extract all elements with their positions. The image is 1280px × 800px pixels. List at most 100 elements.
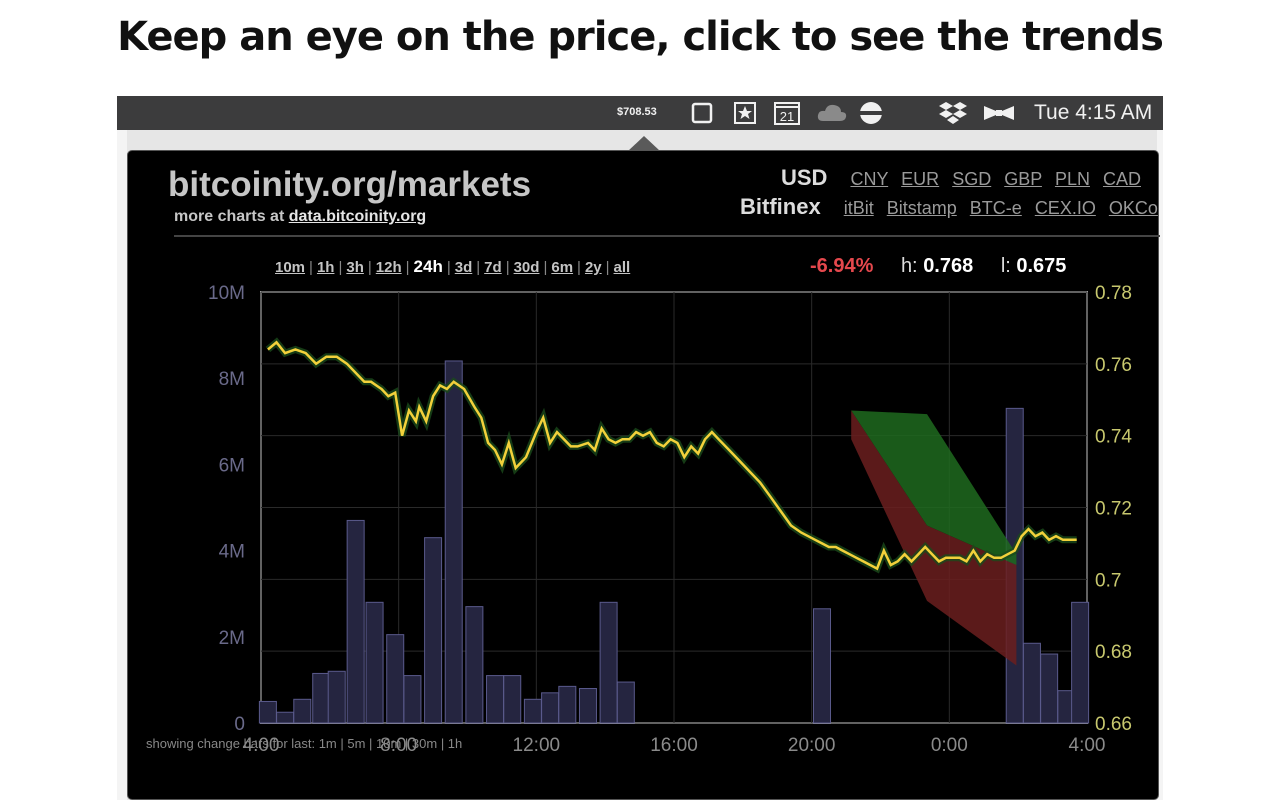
currency-option-eur[interactable]: EUR [901,169,940,189]
background-window-left-edge [117,130,127,800]
currency-option-sgd[interactable]: SGD [952,169,992,189]
volume-bar [1040,653,1059,724]
y-right-tick-label: 0.66 [1095,714,1132,735]
headline: Keep an eye on the price, click to see t… [117,14,1164,60]
volume-bar [365,601,384,724]
volume-bar [444,360,463,724]
y-left-tick-label: 10M [208,283,245,304]
volume-bar [616,681,635,724]
volume-bar [327,670,346,724]
bookmark-star-icon[interactable] [732,101,758,125]
low-value: 0.675 [1016,255,1067,277]
y-left-tick-label: 2M [219,628,245,649]
y-left-tick-label: 0 [234,714,245,735]
volume-bar [293,698,312,724]
active-exchange: Bitfinex [740,194,821,219]
high-label: h: [900,255,918,277]
low-label: l: [1000,255,1011,277]
volume-bar [599,601,618,724]
period-24h[interactable]: 24h [413,257,443,276]
trend-down-band [851,410,1017,666]
volume-bar [486,675,505,724]
x-tick-label: 4:00 [1069,735,1106,756]
menu-bar: $708.53 21 Tue 4:15 AM [117,96,1163,130]
popup-caret [628,136,660,151]
more-charts-prefix: more charts at [174,208,285,225]
x-tick-label: 16:00 [650,735,698,756]
calendar-icon[interactable]: 21 [774,101,800,125]
currency-option-cny[interactable]: CNY [850,169,889,189]
period-3h[interactable]: 3h [346,259,364,276]
volume-bar [386,634,405,724]
volume-bar [1071,601,1090,724]
period-all[interactable]: all [613,259,631,276]
window-icon[interactable] [690,101,714,125]
currency-option-gbp[interactable]: GBP [1004,169,1042,189]
svg-text:21: 21 [780,109,794,124]
y-left-tick-label: 8M [219,369,245,390]
more-charts-line: more charts at data.bitcoinity.org [174,208,426,226]
background-window-right-edge [1157,130,1163,800]
x-tick-label: 12:00 [513,735,561,756]
volume-bar [503,675,522,724]
dropbox-icon[interactable] [939,101,967,125]
period-2y[interactable]: 2y [584,259,602,276]
period-30d[interactable]: 30d [513,259,540,276]
period-10m[interactable]: 10m [275,259,306,276]
change-bars-selector[interactable]: showing change bars for last: 1m | 5m | … [146,736,463,751]
bowtie-icon[interactable] [983,101,1015,125]
y-left-tick-label: 4M [219,542,245,563]
site-title[interactable]: bitcoinity.org/markets [168,165,532,204]
volume-bar [558,685,577,724]
price-change: -6.94% [810,255,874,277]
volume-bar [541,692,560,724]
y-right-tick-label: 0.72 [1095,499,1132,520]
x-tick-label: 0:00 [931,735,968,756]
x-tick-label: 8:00 [380,735,417,756]
y-right-tick-label: 0.68 [1095,642,1132,663]
period-12h[interactable]: 12h [375,259,402,276]
exchange-option-cexio[interactable]: CEX.IO [1034,198,1096,218]
volume-bar [465,606,484,724]
volume-bar [312,672,331,724]
period-6m[interactable]: 6m [551,259,574,276]
period-1h[interactable]: 1h [316,259,335,276]
exchange-option-okcoin[interactable]: OKCo [1108,198,1158,218]
high-value: 0.768 [923,255,974,277]
exchange-option-itbit[interactable]: itBit [843,198,874,218]
y-right-tick-label: 0.74 [1095,427,1132,448]
price-line [267,340,1077,571]
period-3d[interactable]: 3d [454,259,473,276]
volume-bar [403,675,422,724]
x-tick-label: 20:00 [788,735,836,756]
more-charts-link[interactable]: data.bitcoinity.org [288,208,427,225]
trend-up-band [851,410,1017,565]
exchange-option-btce[interactable]: BTC-e [969,198,1022,218]
currency-selector: USD CNY EUR SGD GBP PLN CAD [781,165,1141,191]
volume-bar [258,700,277,724]
menubar-clock[interactable]: Tue 4:15 AM [1034,101,1153,124]
menubar-btc-price[interactable]: $708.53 [617,106,657,118]
period-selector: 10m | 1h | 3h | 12h | 24h | 3d | 7d | 30d | 6m | 2y | all [275,257,631,276]
globe-icon[interactable] [858,101,884,125]
volume-bar [346,519,365,724]
title-divider [174,235,1160,237]
period-7d[interactable]: 7d [484,259,502,276]
volume-bar [812,608,831,724]
currency-option-cad[interactable]: CAD [1102,169,1141,189]
exchange-selector: Bitfinex itBit Bitstamp BTC-e CEX.IO OKC… [740,194,1158,220]
volume-bar [424,537,443,724]
volume-bar [276,711,295,724]
volume-bar [1022,642,1041,724]
exchange-option-bitstamp[interactable]: Bitstamp [886,198,957,218]
y-right-tick-label: 0.78 [1095,283,1132,304]
y-right-tick-label: 0.7 [1095,570,1121,591]
price-stats: -6.94% h: 0.768 l: 0.675 [810,255,1088,278]
active-currency: USD [781,165,828,190]
currency-option-pln[interactable]: PLN [1054,169,1090,189]
cloud-icon[interactable] [817,101,847,125]
volume-bar [523,698,542,724]
y-right-tick-label: 0.76 [1095,355,1132,376]
x-tick-label: 4:00 [243,735,280,756]
